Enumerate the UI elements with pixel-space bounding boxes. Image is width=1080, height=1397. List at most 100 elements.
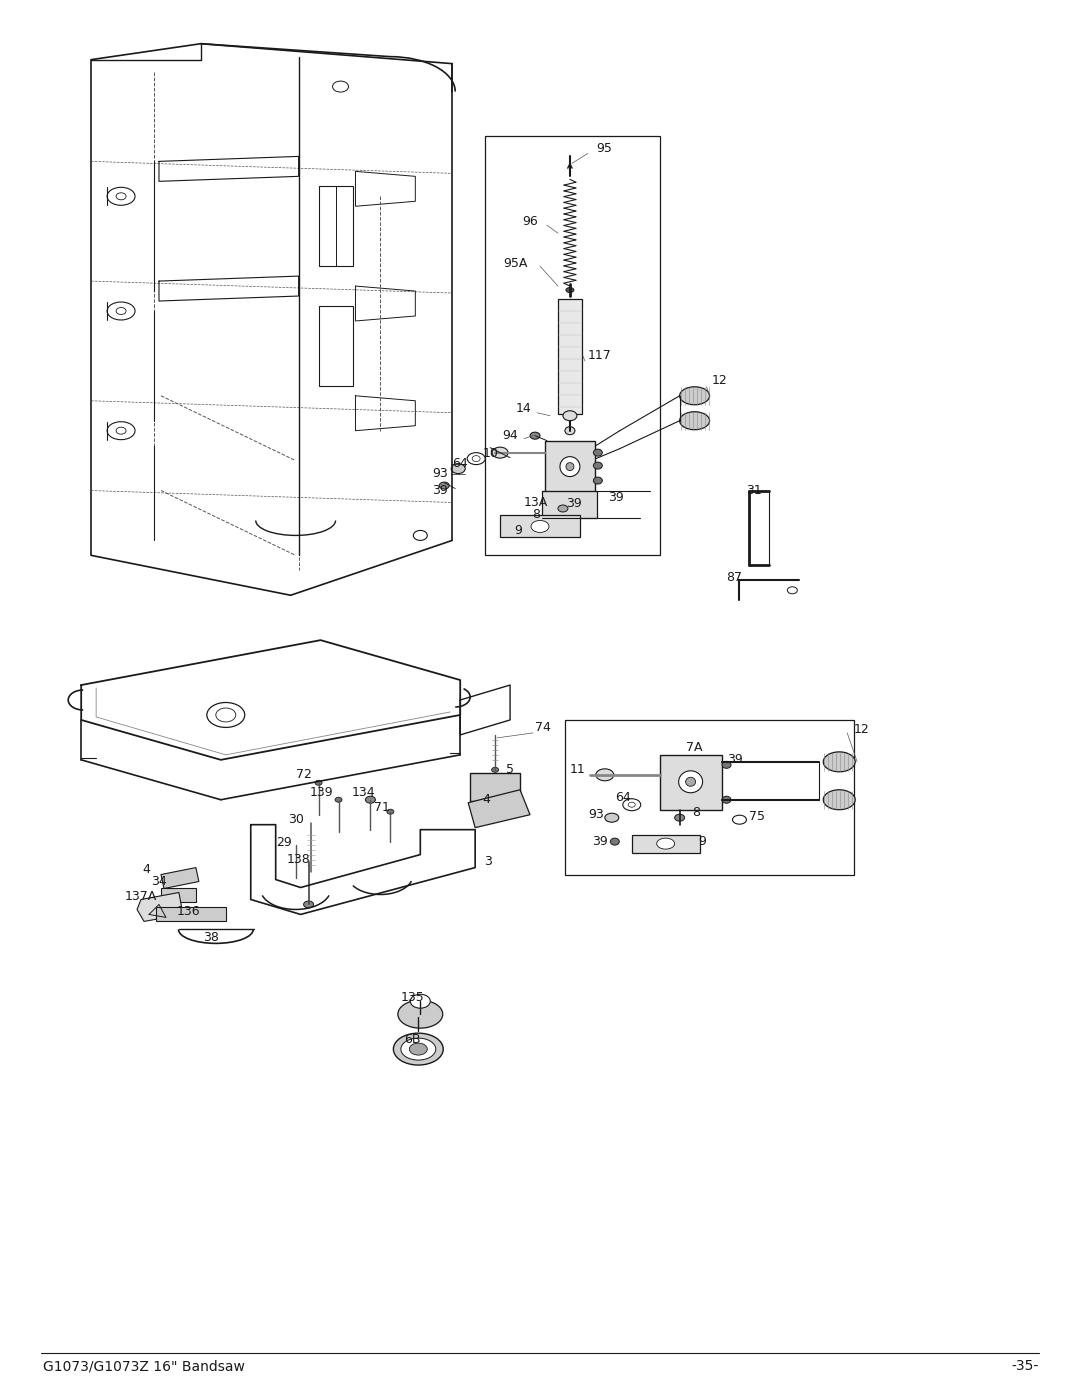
Text: 39: 39 (592, 835, 608, 848)
Ellipse shape (468, 453, 485, 465)
Bar (542, 490, 597, 518)
Ellipse shape (107, 187, 135, 205)
Ellipse shape (732, 816, 746, 824)
Ellipse shape (566, 462, 573, 471)
Text: 9: 9 (514, 524, 522, 536)
Text: 135: 135 (401, 990, 424, 1003)
Ellipse shape (605, 813, 619, 823)
Ellipse shape (593, 476, 603, 483)
Ellipse shape (593, 450, 603, 457)
Bar (632, 834, 700, 852)
Ellipse shape (563, 411, 577, 420)
Bar (660, 754, 721, 810)
Ellipse shape (409, 1044, 428, 1055)
Text: 34: 34 (151, 875, 166, 888)
Text: 8: 8 (692, 806, 701, 819)
Ellipse shape (679, 412, 710, 430)
Text: 12: 12 (853, 724, 869, 736)
Polygon shape (161, 868, 199, 888)
Text: 64: 64 (615, 791, 631, 805)
Ellipse shape (629, 802, 635, 807)
Text: 138: 138 (287, 854, 310, 866)
Bar (558, 299, 582, 414)
Ellipse shape (686, 777, 696, 787)
Text: 94: 94 (502, 429, 518, 443)
Text: 95: 95 (596, 142, 611, 155)
Text: 31: 31 (746, 483, 762, 497)
Text: 96: 96 (522, 215, 538, 228)
Text: 8: 8 (532, 509, 540, 521)
Ellipse shape (491, 767, 499, 773)
Bar (156, 908, 226, 922)
Ellipse shape (558, 504, 568, 511)
Text: 38: 38 (203, 930, 219, 944)
Polygon shape (137, 893, 183, 922)
Ellipse shape (610, 838, 619, 845)
Text: 39: 39 (608, 490, 623, 504)
Text: 139: 139 (310, 787, 334, 799)
Ellipse shape (410, 995, 430, 1009)
Bar (319, 186, 353, 265)
Ellipse shape (823, 789, 855, 810)
Ellipse shape (116, 307, 126, 314)
Ellipse shape (623, 799, 640, 810)
Ellipse shape (333, 81, 349, 92)
Text: 4: 4 (143, 863, 150, 876)
Ellipse shape (451, 464, 465, 474)
Text: 6B: 6B (404, 1032, 420, 1045)
Bar (500, 515, 580, 538)
Text: 12: 12 (712, 374, 728, 387)
Ellipse shape (414, 531, 428, 541)
Ellipse shape (393, 1034, 443, 1065)
Text: 75: 75 (750, 810, 766, 823)
Bar (319, 306, 353, 386)
Ellipse shape (116, 193, 126, 200)
Ellipse shape (723, 761, 731, 768)
Text: 4: 4 (482, 793, 490, 806)
Text: 5: 5 (507, 763, 514, 777)
Ellipse shape (492, 447, 508, 458)
Bar (161, 887, 195, 902)
Ellipse shape (116, 427, 126, 434)
Ellipse shape (675, 814, 685, 821)
Ellipse shape (559, 457, 580, 476)
Ellipse shape (387, 809, 394, 814)
Text: 95A: 95A (503, 257, 527, 270)
Text: 7A: 7A (687, 742, 703, 754)
Text: 9: 9 (699, 835, 706, 848)
Ellipse shape (593, 462, 603, 469)
Text: G1073/G1073Z 16" Bandsaw: G1073/G1073Z 16" Bandsaw (43, 1359, 245, 1373)
Text: 29: 29 (275, 837, 292, 849)
Bar (545, 440, 595, 493)
Text: 3: 3 (484, 855, 492, 868)
Ellipse shape (787, 587, 797, 594)
Text: 137A: 137A (125, 890, 158, 902)
Ellipse shape (315, 781, 322, 785)
Text: 72: 72 (296, 768, 311, 781)
Text: 11: 11 (570, 763, 585, 777)
Text: 74: 74 (535, 721, 551, 735)
Ellipse shape (823, 752, 855, 771)
Ellipse shape (723, 796, 731, 803)
Text: 13A: 13A (524, 496, 549, 509)
Ellipse shape (657, 838, 675, 849)
Bar (565, 719, 854, 875)
Ellipse shape (530, 432, 540, 439)
Text: 136: 136 (177, 905, 201, 918)
Text: 87: 87 (727, 571, 742, 584)
Ellipse shape (303, 901, 313, 908)
Ellipse shape (531, 521, 549, 532)
Text: 30: 30 (287, 813, 303, 826)
Ellipse shape (678, 771, 703, 792)
Polygon shape (469, 789, 530, 827)
Ellipse shape (440, 482, 449, 489)
Text: 93: 93 (432, 467, 448, 481)
Text: 93: 93 (588, 809, 604, 821)
Ellipse shape (207, 703, 245, 728)
Text: 134: 134 (352, 787, 375, 799)
Ellipse shape (401, 1038, 435, 1060)
Text: 117: 117 (588, 349, 611, 362)
Text: 71: 71 (375, 802, 390, 814)
Bar (470, 773, 521, 800)
Text: 39: 39 (727, 753, 742, 767)
